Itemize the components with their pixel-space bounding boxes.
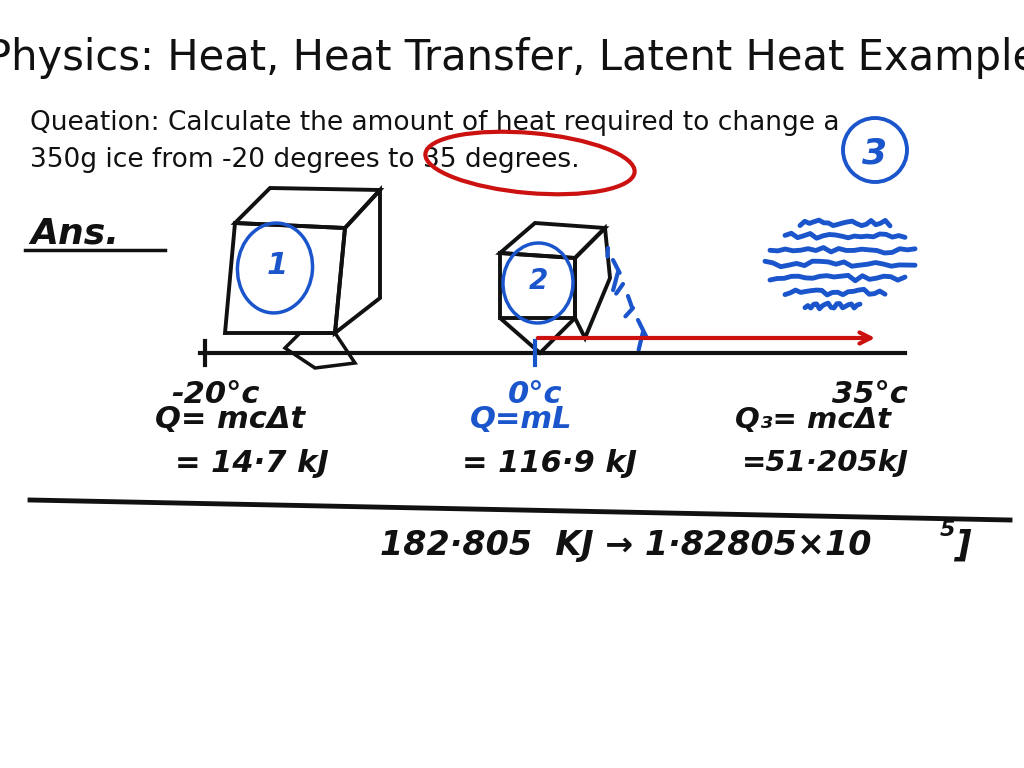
Text: = 116·9 kJ: = 116·9 kJ bbox=[462, 449, 637, 478]
Text: 2: 2 bbox=[528, 267, 548, 295]
Text: 5: 5 bbox=[940, 520, 955, 540]
Text: ]: ] bbox=[955, 529, 972, 563]
Text: Q= mcΔt: Q= mcΔt bbox=[155, 406, 305, 435]
Text: =51·205kJ: =51·205kJ bbox=[742, 449, 909, 477]
Text: Q₃= mcΔt: Q₃= mcΔt bbox=[735, 406, 891, 434]
Text: 182·805  KJ → 1·82805×10: 182·805 KJ → 1·82805×10 bbox=[380, 529, 871, 562]
Text: 350g ice from -20 degrees to 35 degrees.: 350g ice from -20 degrees to 35 degrees. bbox=[30, 147, 580, 173]
Text: 0°c: 0°c bbox=[508, 380, 562, 409]
Text: 35°c: 35°c bbox=[833, 380, 908, 409]
Text: Ans.: Ans. bbox=[30, 216, 119, 250]
Text: Physics: Heat, Heat Transfer, Latent Heat Example: Physics: Heat, Heat Transfer, Latent Hea… bbox=[0, 37, 1024, 79]
Text: Queation: Calculate the amount of heat required to change a: Queation: Calculate the amount of heat r… bbox=[30, 110, 840, 136]
Text: -20°c: -20°c bbox=[171, 380, 259, 409]
Text: 3: 3 bbox=[862, 136, 888, 170]
Text: Q=mL: Q=mL bbox=[470, 406, 572, 435]
Text: = 14·7 kJ: = 14·7 kJ bbox=[175, 449, 329, 478]
Text: 1: 1 bbox=[266, 251, 288, 280]
